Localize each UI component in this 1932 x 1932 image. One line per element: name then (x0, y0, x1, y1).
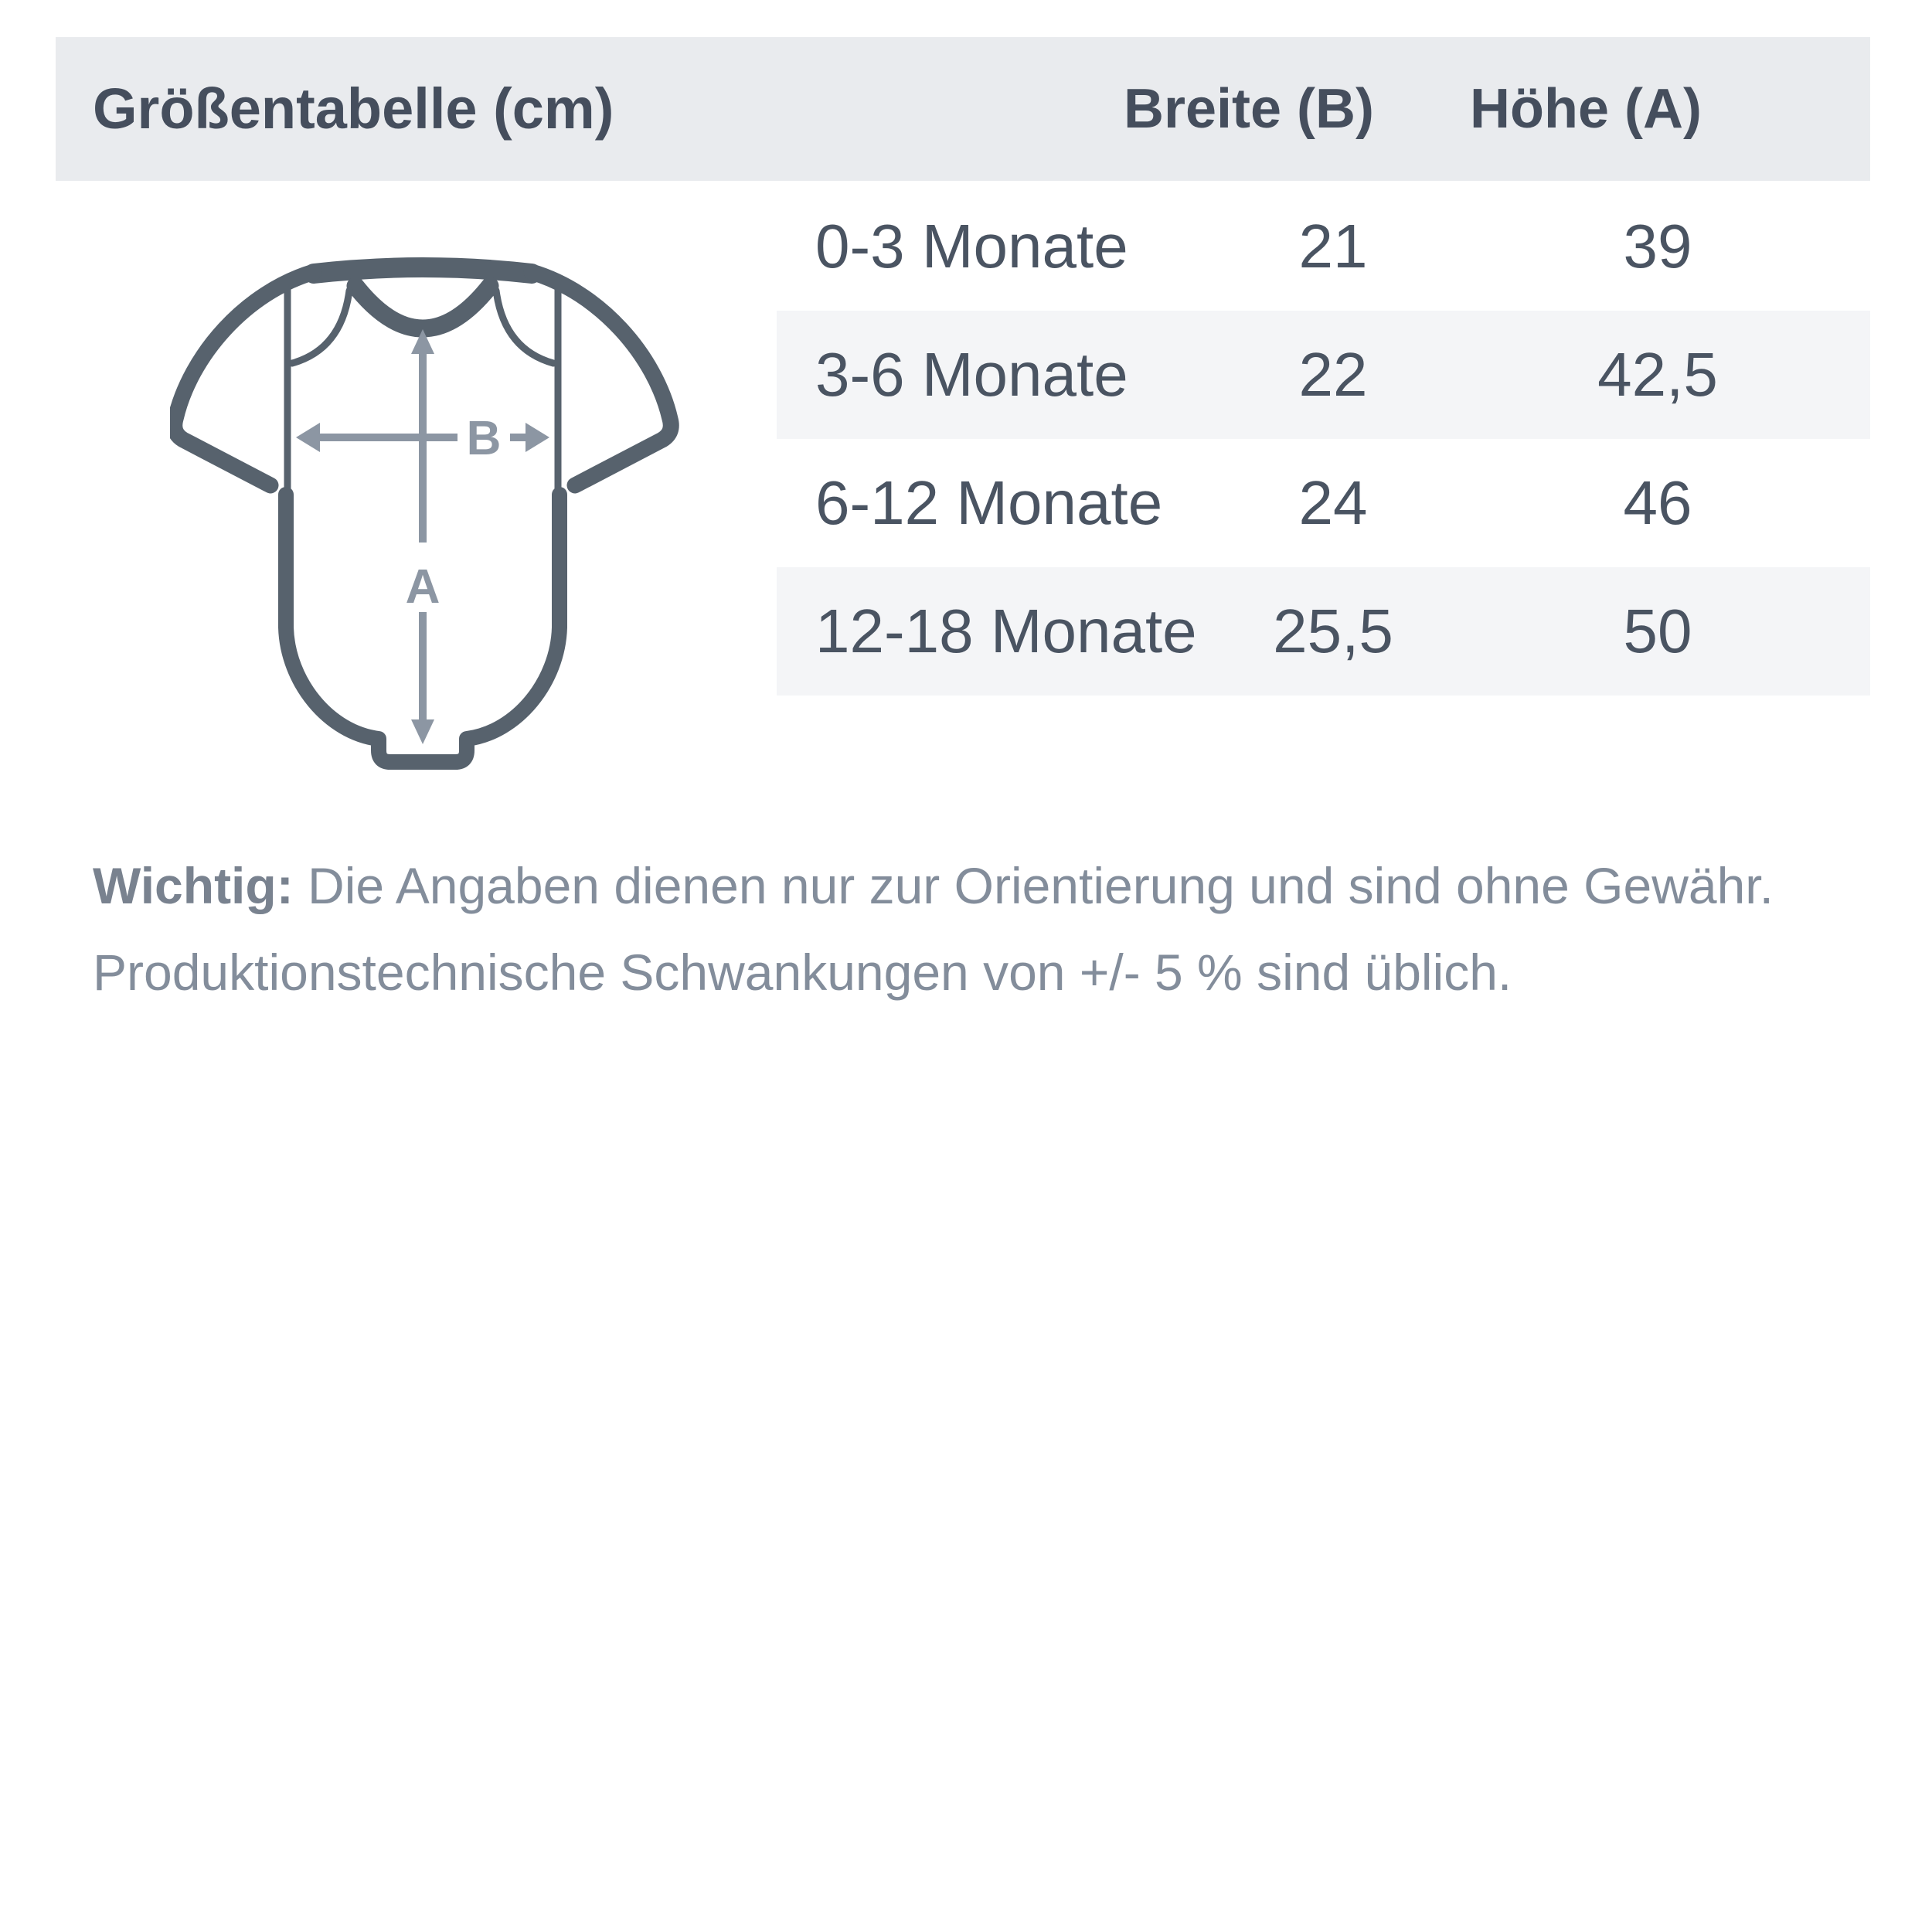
height-arrow-bottom-head (411, 719, 434, 744)
width-arrow-left-head (296, 423, 320, 452)
disclaimer-prefix: Wichtig: (93, 857, 294, 914)
bodysuit-left-shoulder-flap (288, 287, 353, 367)
bodysuit-right-shoulder-flap (492, 287, 557, 367)
width-arrow (296, 423, 549, 452)
height-arrow (411, 329, 434, 744)
width-arrow-right-head (526, 423, 549, 452)
disclaimer-line-1-text: Die Angaben dienen nur zur Orientierung … (293, 857, 1774, 914)
width-arrow-label: B (467, 412, 502, 465)
row-breite-value: 22 (1298, 340, 1368, 409)
height-arrow-label: A (406, 560, 440, 614)
row-label: 3-6 Monate (815, 340, 1128, 409)
row-hoehe-value: 39 (1623, 212, 1692, 281)
disclaimer-line-2: Produktionstechnische Schwankungen von +… (93, 944, 1512, 1001)
row-label: 12-18 Monate (815, 597, 1197, 665)
disclaimer-note: Wichtig: Die Angaben dienen nur zur Orie… (93, 842, 1855, 1015)
row-hoehe-value: 42,5 (1597, 340, 1718, 409)
height-arrow-top-head (411, 329, 434, 354)
bodysuit-neckband-arc (346, 277, 499, 338)
table-row: 6-12 Monate 24 46 (777, 439, 1870, 567)
row-hoehe-value: 50 (1623, 597, 1692, 665)
table-header-bar: Größentabelle (cm) Breite (B) Höhe (A) (56, 37, 1870, 181)
row-label: 6-12 Monate (815, 468, 1163, 537)
disclaimer-line-1: Wichtig: Die Angaben dienen nur zur Orie… (93, 842, 1855, 929)
page-title: Größentabelle (cm) (93, 77, 614, 141)
table-row: 12-18 Monate 25,5 50 (777, 567, 1870, 696)
column-header-breite: Breite (B) (1123, 78, 1375, 140)
bodysuit-left-sleeve (170, 264, 322, 494)
baby-bodysuit-diagram: B A (170, 257, 679, 770)
row-breite-value: 25,5 (1273, 597, 1393, 665)
row-breite-value: 24 (1298, 468, 1368, 537)
bodysuit-top-edge (304, 257, 542, 284)
row-label: 0-3 Monate (815, 212, 1128, 281)
bodysuit-lower-body (278, 487, 567, 770)
table-row: 0-3 Monate 21 39 (777, 182, 1870, 311)
column-header-hoehe: Höhe (A) (1470, 78, 1702, 140)
row-breite-value: 21 (1298, 212, 1368, 281)
row-hoehe-value: 46 (1623, 468, 1692, 537)
bodysuit-right-sleeve (523, 264, 679, 494)
table-row: 3-6 Monate 22 42,5 (777, 311, 1870, 439)
